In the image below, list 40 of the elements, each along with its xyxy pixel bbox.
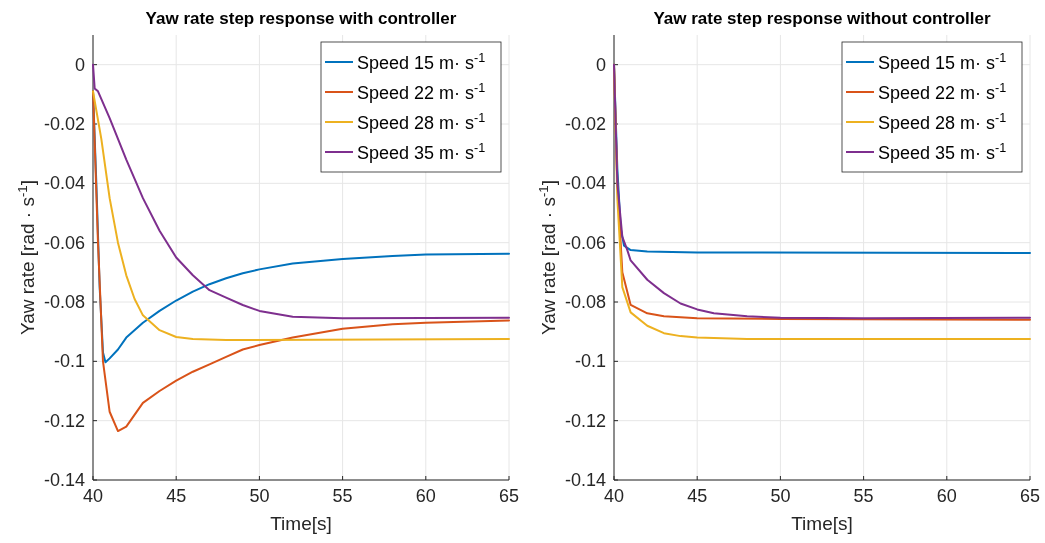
x-tick-label: 40 — [82, 486, 104, 506]
y-tick-label: 0 — [595, 54, 606, 75]
y-tick-label: 0 — [74, 54, 85, 75]
legend-label: Speed 22 m· s$^{-1}$ — [878, 81, 1007, 103]
x-tick-label: 50 — [770, 486, 791, 506]
x-axis-title: Time[s] — [791, 513, 853, 534]
y-tick-label: -0.04 — [43, 173, 85, 194]
x-tick-label: 65 — [498, 486, 520, 506]
chart-title: Yaw rate step response with controller — [145, 9, 457, 28]
y-tick-label: -0.12 — [564, 410, 606, 431]
x-tick-label: 55 — [332, 486, 353, 506]
legend-label: Speed 15 m· s$^{-1}$ — [357, 51, 486, 73]
y-tick-label: -0.08 — [43, 292, 85, 312]
legend-label: Speed 28 m· s$^{-1}$ — [878, 111, 1007, 133]
x-tick-label: 60 — [936, 486, 957, 506]
y-tick-label: -0.06 — [564, 232, 606, 253]
chart-title: Yaw rate step response without controller — [653, 9, 991, 28]
x-axis-title: Time[s] — [270, 513, 332, 534]
y-tick-label: -0.06 — [43, 232, 85, 253]
y-tick-label: -0.08 — [564, 292, 606, 312]
y-tick-label: -0.14 — [564, 470, 606, 490]
x-tick-label: 55 — [853, 486, 874, 506]
x-tick-label: 40 — [603, 486, 625, 506]
y-tick-label: -0.1 — [574, 351, 606, 372]
x-tick-label: 50 — [249, 486, 270, 506]
legend-label: Speed 35 m· s$^{-1}$ — [357, 141, 486, 163]
y-tick-label: -0.12 — [43, 410, 85, 431]
y-tick-label: -0.02 — [43, 114, 85, 134]
legend-label: Speed 35 m· s$^{-1}$ — [878, 141, 1007, 163]
y-tick-label: -0.02 — [564, 114, 606, 134]
x-tick-label: 60 — [415, 486, 436, 506]
legend-label: Speed 28 m· s$^{-1}$ — [357, 111, 486, 133]
legend-label: Speed 15 m· s$^{-1}$ — [878, 51, 1007, 73]
x-tick-label: 45 — [166, 486, 187, 506]
x-tick-label: 45 — [687, 486, 708, 506]
y-tick-label: -0.1 — [53, 351, 85, 372]
y-tick-label: -0.04 — [564, 173, 606, 194]
y-tick-label: -0.14 — [43, 470, 85, 490]
x-tick-label: 65 — [1019, 486, 1041, 506]
legend-label: Speed 22 m· s$^{-1}$ — [357, 81, 486, 103]
